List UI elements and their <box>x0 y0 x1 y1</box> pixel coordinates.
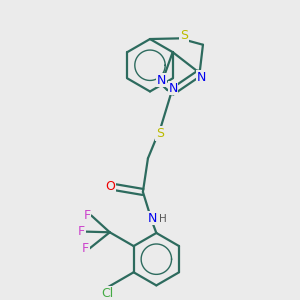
Text: F: F <box>78 225 85 238</box>
Text: H: H <box>158 214 166 224</box>
Text: Cl: Cl <box>101 287 114 300</box>
Text: N: N <box>148 212 157 225</box>
Text: F: F <box>84 209 91 222</box>
Text: O: O <box>105 180 115 193</box>
Text: F: F <box>82 242 89 255</box>
Text: S: S <box>156 127 164 140</box>
Text: N: N <box>196 70 206 83</box>
Text: S: S <box>180 29 188 42</box>
Text: N: N <box>168 82 178 94</box>
Text: N: N <box>157 74 166 87</box>
